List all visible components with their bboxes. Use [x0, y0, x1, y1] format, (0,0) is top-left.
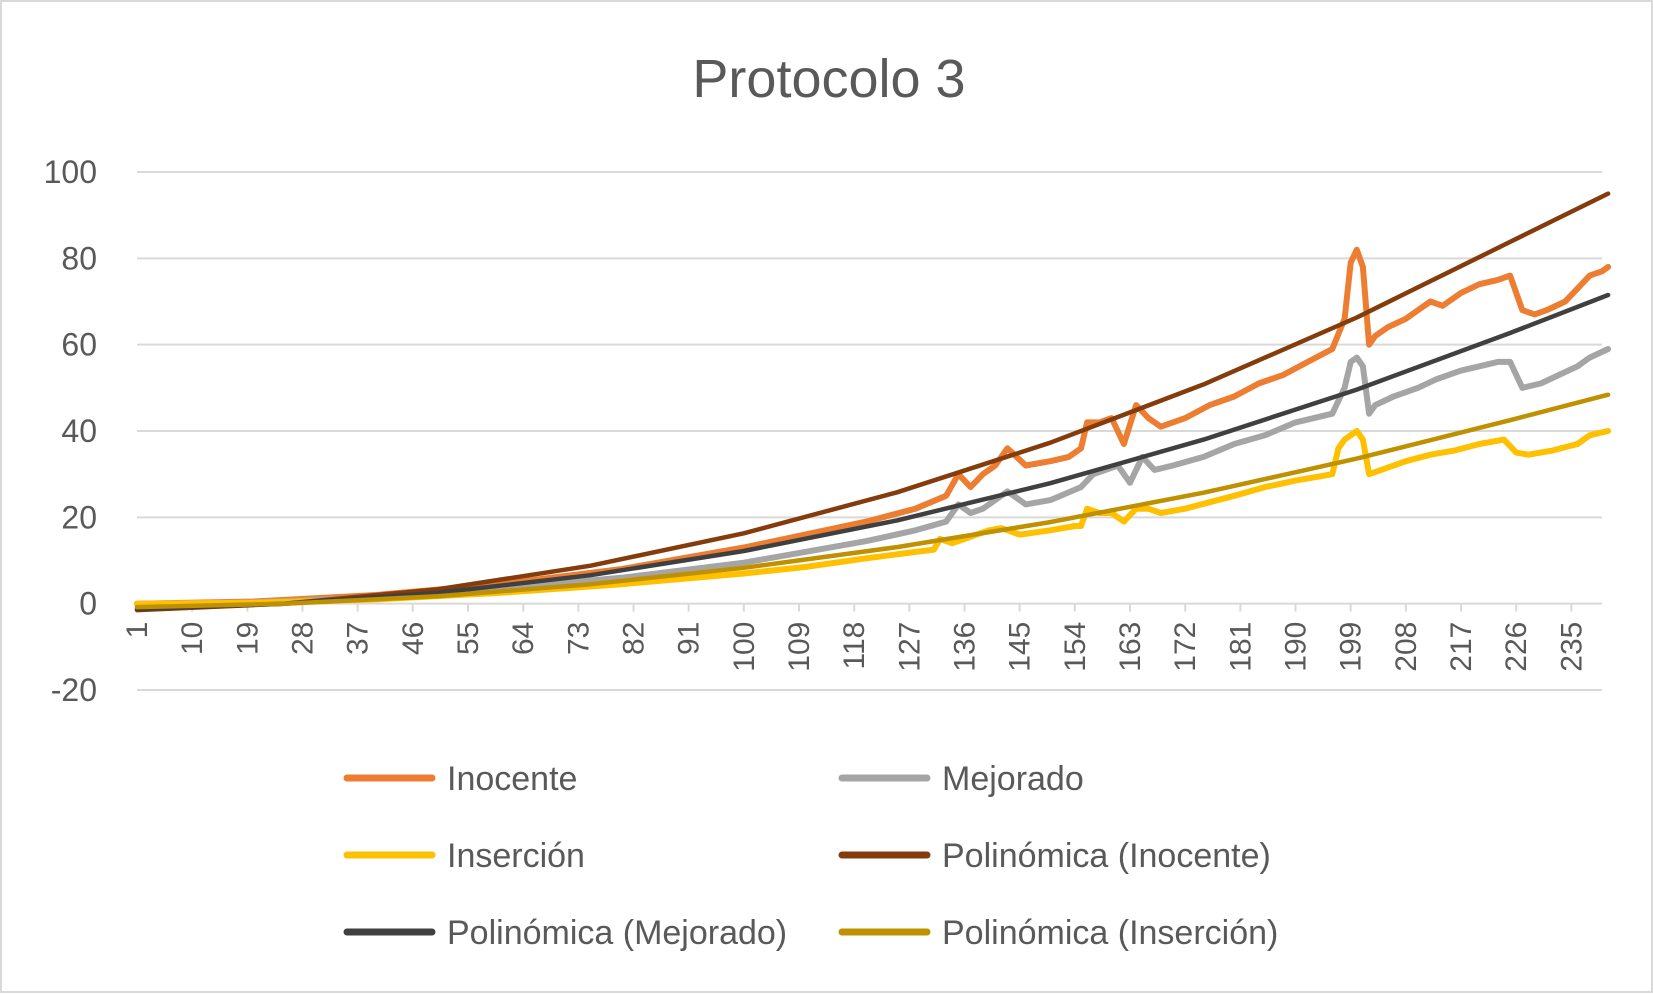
x-tick-label: 118 [838, 622, 871, 670]
x-tick-label: 163 [1114, 622, 1147, 672]
y-tick-label: 80 [61, 240, 97, 276]
legend-label: Polinómica (Mejorado) [447, 914, 787, 952]
x-tick-label: 46 [397, 622, 430, 655]
y-tick-label: 20 [61, 499, 97, 535]
x-tick-label: 235 [1555, 622, 1588, 672]
x-tick-label: 145 [1004, 622, 1037, 672]
x-tick-label: 73 [562, 622, 595, 655]
x-tick-label: 154 [1059, 622, 1092, 672]
x-tick-label: 1 [121, 622, 154, 639]
x-tick-label: 28 [287, 622, 320, 655]
series-line-6 [134, 392, 1611, 610]
x-axis-ticks: 1 10 19 28 37 46 55 64 73 82 91 100 109 118 127 136 145 1… [121, 603, 1588, 672]
legend-label: Mejorado [942, 760, 1084, 798]
x-tick-label: 217 [1445, 622, 1478, 672]
y-tick-label: 0 [79, 586, 97, 622]
legend: Inocente Mejorado Inserción Polinómica (Ino… [343, 760, 1278, 952]
x-tick-label: 64 [507, 622, 540, 655]
x-tick-label: 226 [1500, 622, 1533, 672]
legend-label: Polinómica (Inserción) [942, 914, 1278, 952]
legend-label: Inserción [447, 837, 585, 875]
x-tick-label: 100 [728, 622, 761, 672]
series-line-5 [134, 292, 1611, 612]
x-tick-label: 136 [949, 622, 982, 672]
x-tick-label: 172 [1169, 622, 1202, 672]
series-line-1 [134, 246, 1612, 607]
x-tick-label: 19 [231, 622, 264, 655]
x-tick-label: 109 [783, 622, 816, 672]
x-tick-label: 208 [1390, 622, 1423, 672]
series-line-2 [134, 346, 1612, 607]
x-tick-label: 55 [452, 622, 485, 655]
x-tick-label: 181 [1224, 622, 1257, 672]
gridlines [137, 171, 1602, 691]
x-tick-label: 82 [618, 622, 651, 655]
x-tick-label: 127 [893, 622, 926, 672]
x-tick-label: 199 [1335, 622, 1368, 672]
y-tick-label: 60 [61, 327, 97, 363]
series-line-4 [134, 191, 1611, 613]
legend-label: Inocente [447, 760, 577, 798]
chart-title: Protocolo 3 [692, 49, 965, 109]
x-tick-label: 190 [1280, 622, 1313, 672]
legend-label: Polinómica (Inocente) [942, 837, 1271, 875]
x-tick-label: 37 [342, 622, 375, 655]
y-tick-label: -20 [51, 672, 97, 708]
y-axis-ticks: 100 80 60 40 20 0 -20 [44, 154, 97, 708]
series-lines [134, 191, 1612, 613]
series-line-3 [134, 428, 1612, 607]
y-tick-label: 40 [61, 413, 97, 449]
y-tick-label: 100 [44, 154, 97, 190]
x-tick-label: 10 [176, 622, 209, 655]
x-tick-label: 91 [673, 622, 706, 655]
